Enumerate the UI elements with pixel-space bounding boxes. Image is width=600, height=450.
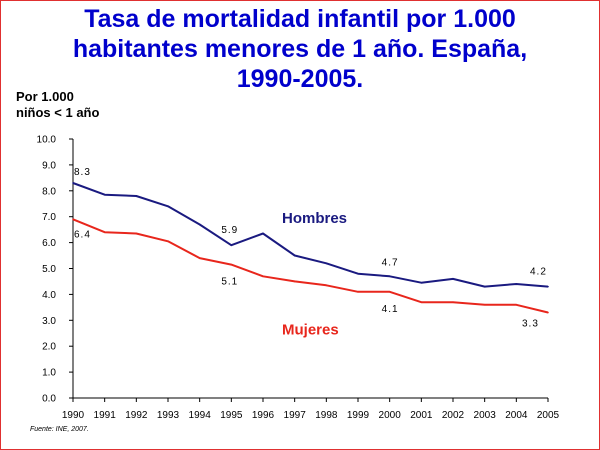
x-tick-label: 2000 bbox=[379, 410, 402, 421]
data-point-mujeres bbox=[452, 301, 454, 303]
x-tick-label: 2002 bbox=[442, 410, 465, 421]
title-line-2: habitantes menores de 1 año. España, bbox=[72, 35, 528, 63]
x-tick-label: 2003 bbox=[474, 410, 497, 421]
data-point-mujeres bbox=[135, 232, 138, 235]
data-point-hombres bbox=[357, 272, 359, 275]
title-line-3: 1990-2005. bbox=[236, 65, 364, 93]
data-point-hombres bbox=[452, 278, 454, 280]
data-point-mujeres bbox=[230, 263, 233, 266]
x-tick-label: 1998 bbox=[315, 410, 338, 421]
data-label-mujeres: 3.3 bbox=[522, 319, 539, 330]
y-tick-label: 2.0 bbox=[42, 342, 56, 353]
y-axis-label: Por 1.000 niños < 1 año bbox=[16, 89, 99, 121]
y-axis-label-line-1: Por 1.000 bbox=[16, 89, 74, 104]
data-point-mujeres bbox=[357, 291, 359, 293]
x-tick-label: 1995 bbox=[220, 410, 243, 421]
data-point-mujeres bbox=[388, 291, 391, 293]
x-tick-label: 2005 bbox=[537, 410, 560, 421]
data-label-mujeres: 4.1 bbox=[382, 304, 399, 315]
data-point-hombres bbox=[325, 262, 328, 265]
x-tick-label: 1999 bbox=[347, 410, 370, 421]
data-label-hombres: 4.7 bbox=[382, 257, 399, 268]
data-point-hombres bbox=[198, 223, 201, 226]
data-point-mujeres bbox=[72, 218, 74, 221]
series-line-mujeres bbox=[72, 218, 549, 314]
y-tick-label: 3.0 bbox=[42, 316, 56, 327]
series-label-mujeres: Mujeres bbox=[282, 322, 339, 339]
y-tick-label: 4.0 bbox=[42, 290, 56, 301]
data-point-hombres bbox=[262, 232, 264, 235]
data-point-mujeres bbox=[293, 280, 296, 283]
y-tick-label: 8.0 bbox=[42, 186, 56, 197]
data-point-hombres bbox=[420, 281, 423, 284]
data-point-mujeres bbox=[325, 284, 328, 287]
data-label-hombres: 5.9 bbox=[221, 225, 238, 236]
x-tick-label: 1993 bbox=[157, 410, 180, 421]
data-point-hombres bbox=[515, 283, 518, 285]
data-point-mujeres bbox=[483, 303, 486, 306]
data-point-hombres bbox=[293, 254, 296, 257]
data-point-hombres bbox=[388, 275, 391, 278]
y-tick-label: 9.0 bbox=[42, 160, 56, 171]
x-tick-label: 1991 bbox=[94, 410, 117, 421]
x-tick-label: 1994 bbox=[189, 410, 212, 421]
data-point-hombres bbox=[547, 285, 549, 288]
x-tick-label: 1997 bbox=[284, 410, 307, 421]
x-tick-label: 2001 bbox=[410, 410, 433, 421]
data-label-hombres: 8.3 bbox=[74, 167, 91, 178]
y-axis-label-line-2: niños < 1 año bbox=[16, 105, 100, 120]
data-point-hombres bbox=[230, 244, 233, 246]
y-tick-label: 7.0 bbox=[42, 212, 56, 223]
data-point-mujeres bbox=[103, 231, 106, 234]
y-tick-label: 10.0 bbox=[37, 135, 57, 146]
x-tick-label: 1992 bbox=[125, 410, 148, 421]
data-label-mujeres: 5.1 bbox=[221, 277, 238, 288]
data-point-hombres bbox=[483, 285, 486, 288]
chart-title: Tasa de mortalidad infantil por 1.000 ha… bbox=[0, 4, 600, 94]
data-point-mujeres bbox=[198, 257, 201, 259]
x-tick-label: 1990 bbox=[62, 410, 85, 421]
data-point-mujeres bbox=[420, 301, 423, 303]
x-tick-label: 2004 bbox=[505, 410, 528, 421]
data-point-hombres bbox=[72, 182, 74, 184]
data-label-hombres: 4.2 bbox=[530, 267, 547, 278]
source-note: Fuente: INE, 2007. bbox=[30, 426, 89, 433]
data-point-hombres bbox=[167, 205, 169, 208]
series-line-hombres bbox=[72, 182, 549, 288]
y-tick-label: 1.0 bbox=[42, 368, 56, 379]
x-tick-label: 1996 bbox=[252, 410, 275, 421]
data-point-mujeres bbox=[515, 303, 518, 306]
data-point-hombres bbox=[135, 195, 138, 197]
title-line-1: Tasa de mortalidad infantil por 1.000 bbox=[84, 5, 516, 33]
data-point-mujeres bbox=[547, 311, 549, 314]
y-tick-label: 0.0 bbox=[42, 394, 56, 405]
data-label-mujeres: 6.4 bbox=[74, 229, 91, 240]
y-tick-label: 6.0 bbox=[42, 238, 56, 249]
data-point-mujeres bbox=[262, 275, 264, 278]
data-point-hombres bbox=[103, 193, 106, 196]
y-tick-label: 5.0 bbox=[42, 264, 56, 275]
series-label-hombres: Hombres bbox=[282, 210, 347, 227]
data-point-mujeres bbox=[167, 240, 169, 243]
